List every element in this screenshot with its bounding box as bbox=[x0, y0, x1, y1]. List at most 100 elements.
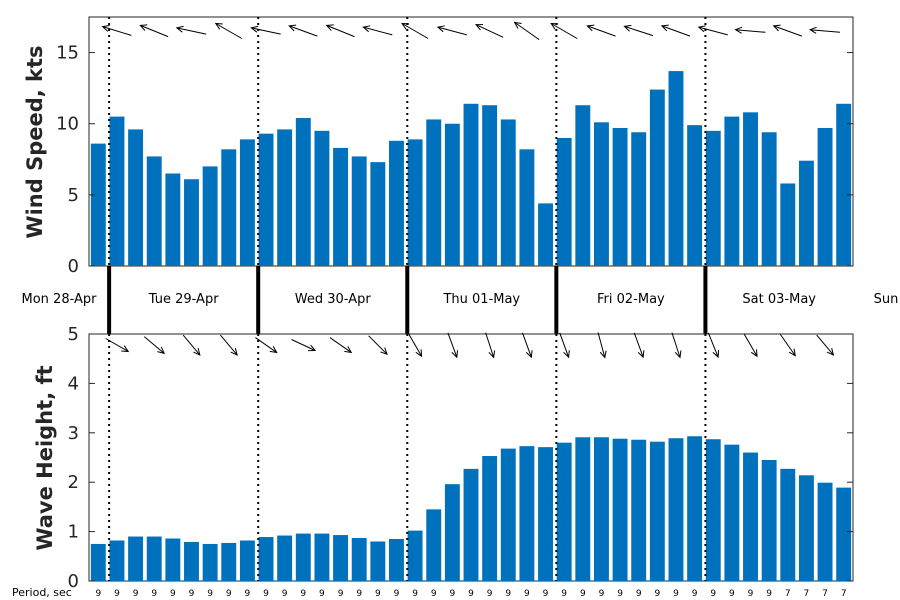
period-value: 9 bbox=[748, 589, 754, 599]
wind-bar bbox=[798, 160, 814, 266]
wave-bar bbox=[389, 539, 404, 581]
wind-bar bbox=[593, 122, 609, 266]
wind-bar bbox=[538, 203, 553, 266]
wave-bar bbox=[649, 441, 665, 581]
period-value: 9 bbox=[673, 589, 679, 599]
y-tick-label: 4 bbox=[68, 373, 79, 394]
period-value: 9 bbox=[207, 589, 213, 599]
period-value: 9 bbox=[449, 589, 455, 599]
wind-y-axis-label: Wind Speed, kts bbox=[23, 45, 47, 238]
wind-bar bbox=[426, 119, 442, 266]
wind-direction-arrows bbox=[101, 21, 841, 41]
wind-bar bbox=[724, 116, 740, 266]
direction-arrow bbox=[474, 24, 504, 38]
direction-arrow bbox=[743, 333, 758, 358]
wave-panel: 0 1 2 3 4 5 Wave Height, ft bbox=[33, 324, 854, 592]
day-label: Thu 01-May bbox=[442, 292, 520, 307]
wind-bar bbox=[761, 132, 777, 266]
period-value: 9 bbox=[375, 589, 381, 599]
y-tick-label: 0 bbox=[68, 256, 79, 277]
wind-bar bbox=[221, 149, 237, 266]
wind-bar bbox=[519, 149, 535, 266]
y-tick-label: 5 bbox=[68, 324, 79, 345]
wave-bar bbox=[724, 444, 740, 581]
period-value: 7 bbox=[822, 589, 828, 599]
wind-bar bbox=[444, 123, 460, 267]
wave-bar bbox=[221, 542, 237, 581]
wind-bar bbox=[407, 139, 423, 266]
period-value: 9 bbox=[226, 589, 232, 599]
direction-arrow bbox=[182, 334, 201, 356]
period-value: 9 bbox=[766, 589, 772, 599]
wind-bar bbox=[370, 162, 386, 266]
direction-arrow bbox=[660, 24, 691, 37]
wind-bar bbox=[463, 103, 479, 266]
direction-arrow bbox=[697, 25, 728, 36]
wave-bar bbox=[165, 538, 181, 581]
direction-arrow bbox=[513, 21, 540, 41]
wind-bar bbox=[817, 127, 833, 266]
wind-panel: 0 5 10 15 Wind Speed, kts bbox=[23, 16, 854, 277]
direction-arrow bbox=[779, 334, 796, 357]
period-value: 9 bbox=[636, 589, 642, 599]
wind-bar bbox=[90, 143, 106, 266]
direction-arrow bbox=[772, 24, 803, 37]
direction-arrow bbox=[143, 336, 166, 355]
wind-bar bbox=[556, 137, 572, 266]
wave-bar bbox=[631, 439, 647, 581]
wind-bar bbox=[668, 71, 684, 266]
wind-bar bbox=[500, 119, 516, 266]
wave-bar bbox=[184, 541, 199, 581]
day-label: Sun bbox=[874, 292, 899, 307]
wind-bar bbox=[780, 183, 796, 266]
direction-arrow bbox=[288, 24, 318, 37]
period-value: 9 bbox=[524, 589, 530, 599]
wind-bar bbox=[743, 112, 758, 266]
direction-arrow bbox=[139, 24, 169, 38]
period-value: 9 bbox=[599, 589, 605, 599]
day-label: Mon 28-Apr bbox=[22, 292, 98, 307]
period-value: 9 bbox=[692, 589, 698, 599]
period-value: 9 bbox=[189, 589, 195, 599]
period-value: 9 bbox=[729, 589, 735, 599]
direction-arrow bbox=[408, 333, 423, 358]
wind-bar bbox=[277, 129, 293, 266]
direction-arrow bbox=[291, 339, 317, 352]
wave-y-axis-label: Wave Height, ft bbox=[33, 365, 57, 550]
period-value: 9 bbox=[561, 589, 567, 599]
wind-bar bbox=[146, 156, 162, 266]
wind-bar bbox=[184, 179, 199, 266]
direction-arrow bbox=[671, 332, 682, 359]
wind-bar bbox=[575, 105, 591, 266]
day-label: Fri 02-May bbox=[597, 292, 665, 307]
wave-bar bbox=[407, 530, 423, 581]
wave-bar bbox=[575, 437, 591, 581]
wave-bar bbox=[705, 439, 721, 581]
period-value: 7 bbox=[804, 589, 810, 599]
y-tick-label: 15 bbox=[56, 43, 79, 64]
wind-bar bbox=[389, 140, 404, 266]
wave-bar bbox=[351, 538, 367, 581]
period-value: 9 bbox=[710, 589, 716, 599]
direction-arrow bbox=[816, 334, 835, 356]
wind-bar bbox=[295, 118, 311, 267]
direction-arrow bbox=[559, 332, 570, 359]
period-value: 9 bbox=[114, 589, 120, 599]
wave-bar bbox=[612, 438, 628, 581]
direction-arrow bbox=[734, 26, 766, 34]
wind-bars bbox=[90, 71, 852, 267]
wave-y-ticks: 0 1 2 3 4 5 bbox=[68, 324, 853, 592]
period-value: 7 bbox=[785, 589, 791, 599]
wave-bar bbox=[314, 533, 330, 581]
wind-bar bbox=[705, 130, 721, 266]
y-tick-label: 0 bbox=[68, 571, 79, 592]
direction-arrow bbox=[362, 25, 393, 36]
direction-arrow bbox=[485, 332, 496, 359]
wind-bar bbox=[314, 130, 330, 266]
direction-arrow bbox=[586, 24, 616, 37]
y-tick-label: 10 bbox=[56, 114, 79, 135]
period-value: 9 bbox=[151, 589, 157, 599]
wind-bar bbox=[612, 127, 628, 266]
period-value: 9 bbox=[319, 589, 325, 599]
